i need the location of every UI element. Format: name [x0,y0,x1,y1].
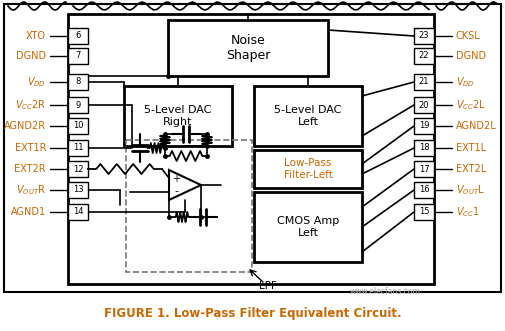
Text: 20: 20 [419,101,429,110]
Bar [414,74,434,90]
Text: 7: 7 [75,52,81,61]
Text: AGND1: AGND1 [11,207,46,217]
Text: 14: 14 [73,208,83,216]
Bar [414,28,434,44]
Bar [124,86,232,146]
Text: 18: 18 [419,144,429,153]
Bar [68,140,88,156]
Bar [414,48,434,64]
Text: $V_{DD}$: $V_{DD}$ [27,75,46,89]
Text: 19: 19 [419,121,429,130]
Bar [414,140,434,156]
Bar [68,118,88,134]
Text: CMOS Amp
Left: CMOS Amp Left [277,216,339,238]
Text: 15: 15 [419,208,429,216]
Text: Low-Pass
Filter-Left: Low-Pass Filter-Left [284,158,332,180]
Text: 5-Level DAC
Right: 5-Level DAC Right [144,105,212,127]
Text: $V_{DD}$: $V_{DD}$ [456,75,475,89]
Text: $V_{CC}$2R: $V_{CC}$2R [15,98,46,112]
Text: 8: 8 [75,77,81,86]
Text: 21: 21 [419,77,429,86]
Bar [254,150,362,188]
Text: LPF: LPF [259,281,277,291]
Text: 16: 16 [419,185,429,195]
Text: 22: 22 [419,52,429,61]
Text: AGND2L: AGND2L [456,121,497,131]
Text: DGND: DGND [16,51,46,61]
Text: 12: 12 [73,165,83,173]
Text: $V_{CC}$2L: $V_{CC}$2L [456,98,486,112]
Text: 10: 10 [73,121,83,130]
Bar [254,192,362,262]
Bar [126,140,252,272]
Text: AGND2R: AGND2R [4,121,46,131]
Text: EXT1L: EXT1L [456,143,486,153]
Text: 13: 13 [73,185,83,195]
Text: +: + [172,174,180,184]
Text: 9: 9 [75,101,81,110]
Text: EXT2R: EXT2R [14,164,46,174]
Bar [68,74,88,90]
Bar [414,182,434,198]
Bar [168,20,328,76]
Bar [68,48,88,64]
Bar [68,161,88,177]
Text: $V_{CC}$1: $V_{CC}$1 [456,205,480,219]
Bar [68,14,434,284]
Text: $V_{OUT}$L: $V_{OUT}$L [456,183,485,197]
Text: 11: 11 [73,144,83,153]
Bar [68,97,88,113]
Text: EXT2L: EXT2L [456,164,486,174]
Bar [254,86,362,146]
Text: DGND: DGND [456,51,486,61]
Bar [414,97,434,113]
Text: 6: 6 [75,31,81,40]
Text: $V_{OUT}$R: $V_{OUT}$R [16,183,46,197]
Bar [68,182,88,198]
Text: 17: 17 [419,165,429,173]
Text: XTO: XTO [26,31,46,41]
Text: CKSL: CKSL [456,31,481,41]
Bar [414,118,434,134]
Text: EXT1R: EXT1R [15,143,46,153]
Text: 5-Level DAC
Left: 5-Level DAC Left [274,105,342,127]
Text: 23: 23 [419,31,429,40]
Text: -: - [174,186,178,196]
Text: www.elecfans.com: www.elecfans.com [349,287,421,296]
Bar [4,4,501,292]
Bar [414,161,434,177]
Bar [68,28,88,44]
Bar [414,204,434,220]
Text: Noise
Shaper: Noise Shaper [226,34,270,62]
Text: FIGURE 1. Low-Pass Filter Equivalent Circuit.: FIGURE 1. Low-Pass Filter Equivalent Cir… [104,307,401,319]
Bar [68,204,88,220]
